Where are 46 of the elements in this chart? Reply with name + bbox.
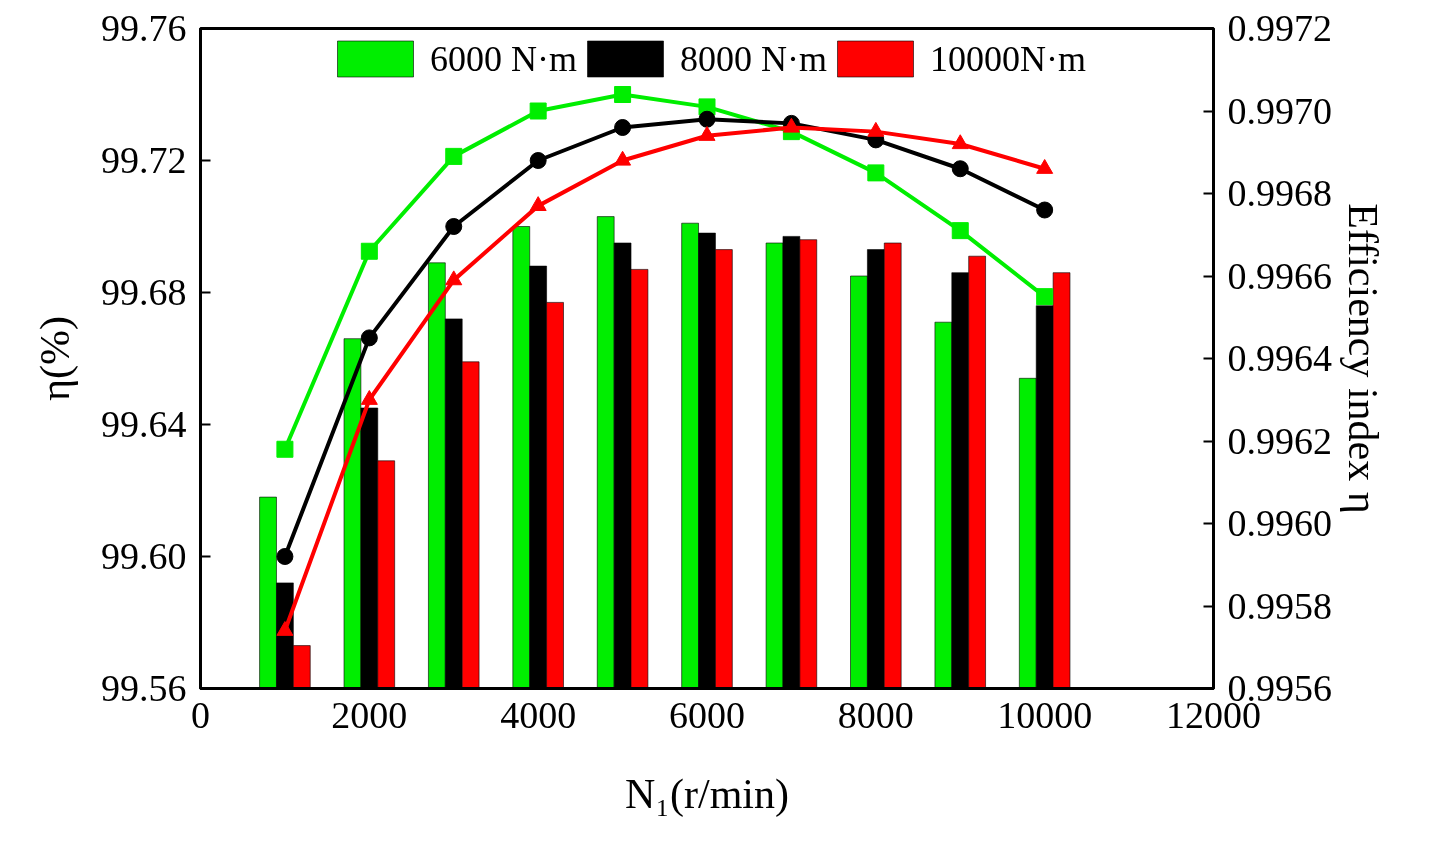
point <box>951 134 969 150</box>
point <box>614 119 632 136</box>
x-tick-label: 2000 <box>331 693 408 736</box>
legend-label: 8000 N·m <box>680 37 827 80</box>
point <box>276 621 294 636</box>
point <box>614 86 632 103</box>
x-tick-label: 10000 <box>997 693 1093 736</box>
y-tick-label: 99.60 <box>101 535 187 577</box>
point <box>445 147 463 165</box>
x-tick-label: 6000 <box>669 693 745 736</box>
y2-tick-label: 0.9968 <box>1227 172 1332 214</box>
y2-axis-title: Efficiency index η <box>1340 203 1386 514</box>
y2-tick-label: 0.9970 <box>1227 89 1332 132</box>
y2-tick-label: 0.9972 <box>1227 7 1332 49</box>
y2-tick-label: 0.9958 <box>1227 584 1332 627</box>
y-tick-label: 99.64 <box>101 403 187 445</box>
y-tick-label: 99.72 <box>101 139 187 181</box>
x-tick-label: 8000 <box>837 693 914 736</box>
y2-tick-label: 0.9960 <box>1227 502 1332 544</box>
y-axis-title: η(%) <box>32 316 79 401</box>
legend-label: 10000N·m <box>930 37 1086 80</box>
y2-tick-label: 0.9964 <box>1227 337 1332 379</box>
point <box>276 440 294 458</box>
x-axis-title: N₁(r/min) <box>625 770 789 818</box>
point <box>360 390 378 405</box>
point <box>951 160 969 178</box>
point <box>867 164 885 182</box>
point <box>360 242 378 260</box>
point <box>529 152 547 169</box>
point <box>360 329 378 347</box>
point <box>1036 288 1054 306</box>
y-tick-label: 99.56 <box>101 667 187 709</box>
point <box>445 270 463 286</box>
point <box>1036 201 1054 219</box>
x-tick-label: 4000 <box>500 693 577 736</box>
y2-tick-label: 0.9962 <box>1227 419 1332 462</box>
point <box>951 222 969 240</box>
y-tick-label: 99.76 <box>101 7 187 49</box>
point <box>529 102 547 120</box>
point <box>698 110 716 128</box>
x-tick-label: 0 <box>191 693 210 736</box>
y-tick-label: 99.68 <box>101 271 187 313</box>
point <box>276 548 294 565</box>
legend-label: 6000 N·m <box>430 37 577 80</box>
y2-tick-label: 0.9966 <box>1227 254 1332 297</box>
point <box>445 218 463 235</box>
